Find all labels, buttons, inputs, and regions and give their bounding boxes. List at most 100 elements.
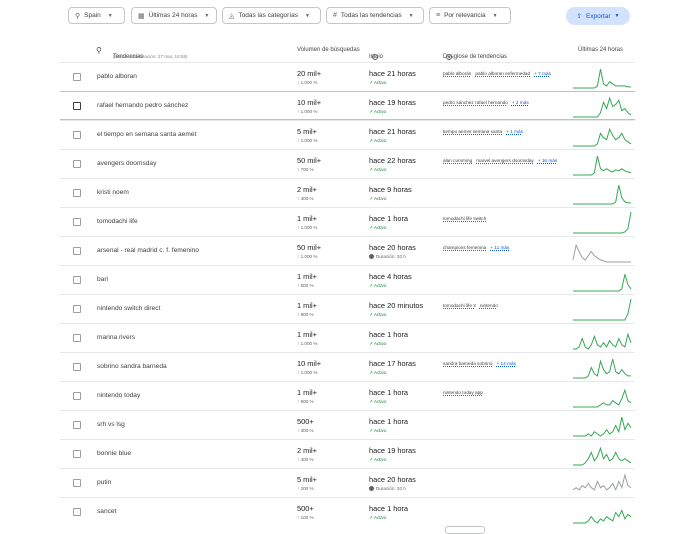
trend-term[interactable]: rafael hernando pedro sánchez: [97, 102, 189, 109]
breakdown-tag[interactable]: tomodachi life 2: [443, 303, 476, 308]
row-checkbox[interactable]: [73, 131, 81, 139]
row-checkbox[interactable]: [73, 450, 81, 458]
row-checkbox[interactable]: [73, 305, 81, 313]
breakdown-tag[interactable]: tiempo aemet semana santa: [443, 129, 503, 134]
trend-term[interactable]: kristi noem: [97, 189, 129, 196]
rows-per-page-select[interactable]: [445, 526, 485, 534]
row-checkbox[interactable]: [73, 102, 81, 110]
sparkline-line: [573, 155, 632, 176]
sort-filter[interactable]: ≡ Por relevancia ▼: [429, 7, 511, 24]
row-checkbox[interactable]: [73, 189, 81, 197]
search-icon[interactable]: ⚲: [96, 46, 102, 55]
table-row[interactable]: marina rivers 1 mil+ ↑ 1.000 % hace 1 ho…: [60, 323, 635, 352]
table-row[interactable]: putin 5 mil+ ↑ 200 % hace 20 horas Durac…: [60, 468, 635, 497]
table-row[interactable]: bari 1 mil+ ↑ 500 % hace 4 horas ↗ Activ…: [60, 265, 635, 294]
help-icon[interactable]: ?: [372, 54, 378, 60]
start-time: hace 9 horas: [369, 185, 412, 194]
more-tags-link[interactable]: + 16 más: [537, 158, 558, 163]
export-button[interactable]: ⇪ Exportar ▼: [566, 7, 630, 25]
trends-filter[interactable]: # Todas las tendencias ▼: [326, 7, 424, 24]
more-tags-link[interactable]: + 2 más: [511, 100, 529, 105]
breakdown-tag[interactable]: champions femenina: [443, 245, 487, 250]
breakdown-tag[interactable]: pablo alborán: [443, 71, 472, 76]
row-checkbox[interactable]: [73, 73, 81, 81]
trend-term[interactable]: sancet: [97, 508, 117, 515]
time-filter[interactable]: ▦ Últimas 24 horas ▼: [131, 7, 217, 24]
more-tags-link[interactable]: + 1 más: [506, 129, 523, 134]
trend-term[interactable]: nintendo today: [97, 392, 141, 399]
row-checkbox[interactable]: [73, 247, 81, 255]
trend-term[interactable]: nintendo switch direct: [97, 305, 161, 312]
row-checkbox[interactable]: [73, 421, 81, 429]
sparkline-line: [572, 473, 632, 492]
sparkline-chart: [573, 446, 632, 466]
breakdown-tag[interactable]: nintendo: [479, 303, 498, 308]
table-row[interactable]: rafael hernando pedro sánchez 10 mil+ ↑ …: [60, 91, 635, 120]
row-checkbox[interactable]: [73, 334, 81, 342]
sparkline-line: [573, 416, 632, 437]
start-time: hace 21 horas: [369, 69, 416, 78]
sparkline-line: [573, 388, 632, 408]
table-row[interactable]: sancet 500+ ↑ 100 % hace 1 hora ↗ Activo: [60, 497, 635, 526]
more-tags-link[interactable]: + 7 más: [534, 71, 551, 76]
breakdown-tag[interactable]: pablo alboran enfermedad: [475, 71, 531, 76]
caret-down-icon: ▼: [492, 12, 498, 19]
row-checkbox[interactable]: [73, 218, 81, 226]
row-checkbox[interactable]: [73, 363, 81, 371]
start-time: hace 20 horas: [369, 243, 416, 252]
trend-term[interactable]: arsenal - real madrid c. f. femenino: [97, 247, 199, 254]
search-volume: 500+: [297, 417, 314, 426]
table-row[interactable]: pablo alboran 20 mil+ ↑ 1.000 % hace 21 …: [60, 62, 635, 91]
more-tags-link[interactable]: + 14 más: [496, 361, 516, 366]
table-row[interactable]: sobrino sandra barneda 10 mil+ ↑ 1.000 %…: [60, 352, 635, 381]
sparkline-chart: [573, 298, 632, 321]
search-volume: 20 mil+: [297, 69, 322, 78]
region-filter[interactable]: ⚲ Spain ▼: [68, 7, 125, 24]
trend-term[interactable]: bonnie blue: [97, 450, 132, 457]
trend-term[interactable]: el tiempo en semana santa aemet: [97, 131, 197, 138]
table-row[interactable]: bonnie blue 2 mil+ ↑ 400 % hace 19 horas…: [60, 439, 635, 468]
sparkline-line: [573, 69, 631, 89]
breakdown-tag[interactable]: marvel avengers doomsday: [476, 158, 534, 163]
caret-down-icon: ▼: [614, 13, 620, 19]
trend-term[interactable]: marina rivers: [97, 334, 136, 341]
breakdown-tag[interactable]: sandra barneda sobrino: [443, 361, 493, 366]
breakdown-tag[interactable]: tomodachi life switch: [443, 216, 487, 221]
table-row[interactable]: kristi noem 2 mil+ ↑ 400 % hace 9 horas …: [60, 178, 635, 207]
trend-term[interactable]: pablo alboran: [97, 73, 137, 80]
table-row[interactable]: arsenal - real madrid c. f. femenino 50 …: [60, 236, 635, 265]
trend-term[interactable]: avengers doomsday: [97, 160, 157, 167]
row-checkbox[interactable]: [73, 479, 81, 487]
sparkline-chart: [572, 473, 632, 492]
breakdown-tag[interactable]: alan cumming: [443, 158, 473, 163]
start-time: hace 1 hora: [369, 214, 409, 223]
row-checkbox[interactable]: [73, 392, 81, 400]
table-row[interactable]: el tiempo en semana santa aemet 5 mil+ ↑…: [60, 120, 635, 149]
trend-term[interactable]: sobrino sandra barneda: [97, 363, 167, 370]
table-row[interactable]: nintendo today 1 mil+ ↑ 900 % hace 1 hor…: [60, 381, 635, 410]
trend-term[interactable]: bari: [97, 276, 108, 283]
more-tags-link[interactable]: + 11 más: [490, 245, 510, 250]
category-filter[interactable]: ◬ Todas las categorías ▼: [222, 7, 321, 24]
table-row[interactable]: avengers doomsday 50 mil+ ↑ 700 % hace 2…: [60, 149, 635, 178]
sparkline-chart: [573, 127, 632, 147]
sparkline-chart: [573, 509, 632, 524]
table-row[interactable]: srh vs lsg 500+ ↑ 300 % hace 1 hora ↗ Ac…: [60, 410, 635, 439]
search-volume: 5 mil+: [297, 127, 317, 136]
row-checkbox[interactable]: [73, 160, 81, 168]
table-row[interactable]: nintendo switch direct 1 mil+ ↑ 800 % ha…: [60, 294, 635, 323]
row-checkbox[interactable]: [73, 508, 81, 516]
trend-up-icon: ↗: [369, 167, 374, 172]
breakdown-tag[interactable]: nintendo today app: [443, 390, 483, 395]
search-volume: 2 mil+: [297, 185, 317, 194]
sparkline-line: [573, 96, 632, 118]
volume-column-header[interactable]: Volumen de búsquedas: [297, 47, 360, 53]
breakdown-tag[interactable]: pedro sánchez rafael hernando: [443, 100, 508, 105]
trend-term[interactable]: tomodachi life: [97, 218, 138, 225]
row-checkbox[interactable]: [73, 276, 81, 284]
table-row[interactable]: tomodachi life 1 mil+ ↑ 1.000 % hace 1 h…: [60, 207, 635, 236]
trend-term[interactable]: srh vs lsg: [97, 421, 125, 428]
trend-term[interactable]: putin: [97, 479, 112, 486]
trend-up-icon: ↗: [369, 283, 374, 288]
help-icon[interactable]: ?: [446, 54, 452, 60]
